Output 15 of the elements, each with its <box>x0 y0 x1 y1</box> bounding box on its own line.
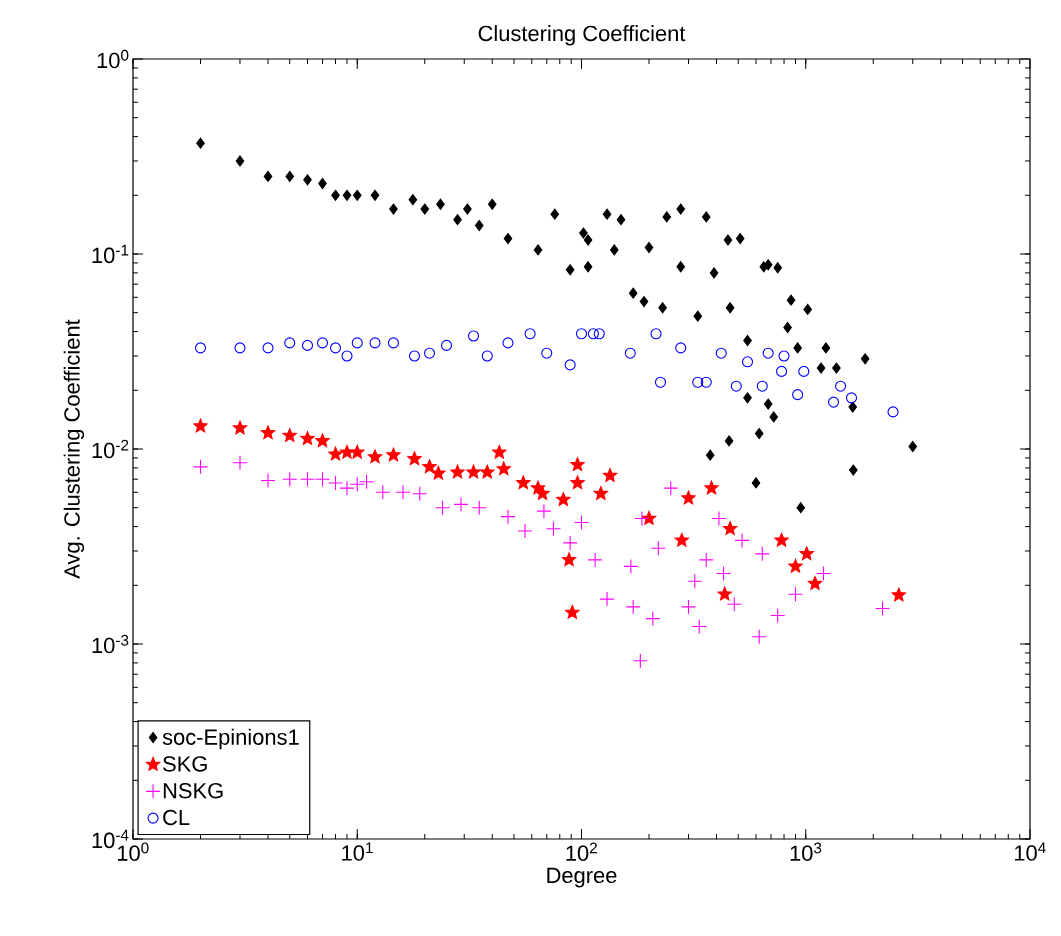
legend-label: SKG <box>163 756 207 772</box>
x-tick-label: 10$^{1}$ <box>342 842 373 861</box>
legend-label: soc-Epinions1 <box>162 728 299 750</box>
y-tick-label: 10$^{-3}$ <box>92 634 129 654</box>
y-tick-label: 10$^{-1}$ <box>92 244 129 264</box>
y-tick-label: 10$^{-2}$ <box>92 439 129 459</box>
x-axis-title: Degree <box>547 867 617 888</box>
x-tick-label: 10$^{4}$ <box>1014 842 1046 861</box>
x-tick-label: 10$^{2}$ <box>566 842 597 861</box>
legend-label: NSKG <box>163 782 223 799</box>
chart-title: Clustering Coefficient <box>478 25 686 46</box>
y-tick-label: 10$^{0}$ <box>97 49 129 69</box>
y-axis-title: Avg. Clustering Coefficient <box>63 319 85 579</box>
x-tick-label: 10$^{3}$ <box>790 842 822 861</box>
legend-label: CL <box>163 809 190 826</box>
